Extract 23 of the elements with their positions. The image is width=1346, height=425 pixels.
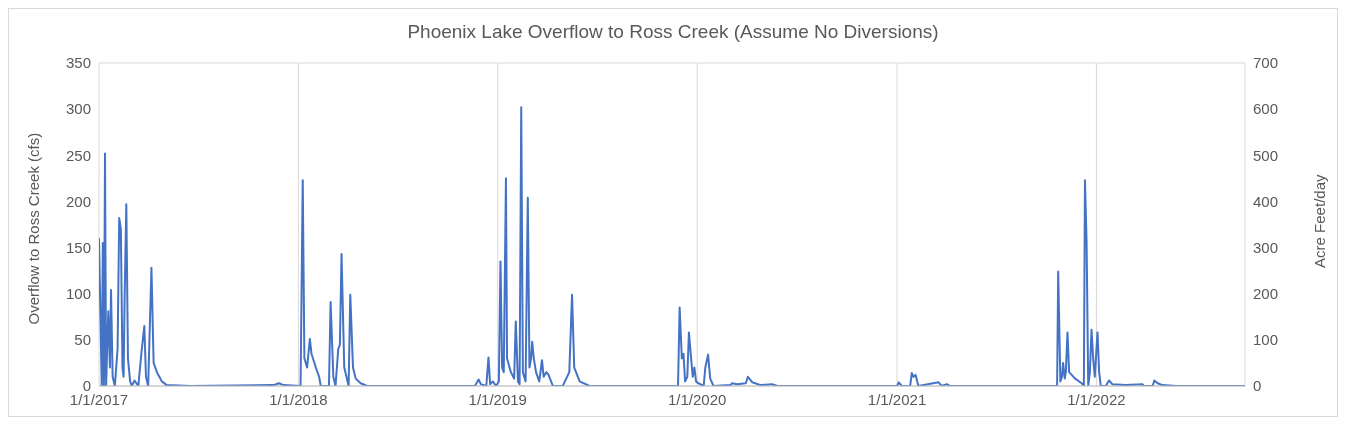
y2-tick-label: 500: [1253, 146, 1279, 164]
y2-tick-label: 100: [1253, 331, 1279, 349]
y-tick-label: 50: [74, 331, 91, 349]
x-tick-label: 1/1/2022: [1067, 390, 1126, 408]
y2-tick-label: 200: [1253, 285, 1279, 303]
y-axis-title: Overflow to Ross Creek (cfs): [25, 132, 43, 325]
y2-axis-title: Acre Feet/day: [1311, 174, 1329, 268]
y-tick-label: 250: [65, 146, 91, 164]
y-tick-label: 350: [65, 54, 91, 72]
y2-tick-label: 400: [1253, 192, 1279, 210]
y-tick-label: 200: [65, 192, 91, 210]
y2-tick-label: 700: [1253, 54, 1279, 72]
x-tick-label: 1/1/2021: [867, 390, 927, 408]
y2-tick-label: 300: [1253, 238, 1279, 256]
x-tick-label: 1/1/2020: [667, 390, 727, 408]
y-tick-label: 150: [65, 238, 91, 256]
y-tick-label: 300: [65, 100, 91, 118]
y-tick-label: 100: [65, 285, 91, 303]
y2-tick-label: 600: [1253, 100, 1279, 118]
x-tick-label: 1/1/2018: [269, 390, 328, 408]
x-tick-label: 1/1/2019: [468, 390, 527, 408]
chart-title: Phoenix Lake Overflow to Ross Creek (Assume No Diversions): [406, 20, 940, 44]
y2-tick-label: 0: [1253, 377, 1262, 395]
